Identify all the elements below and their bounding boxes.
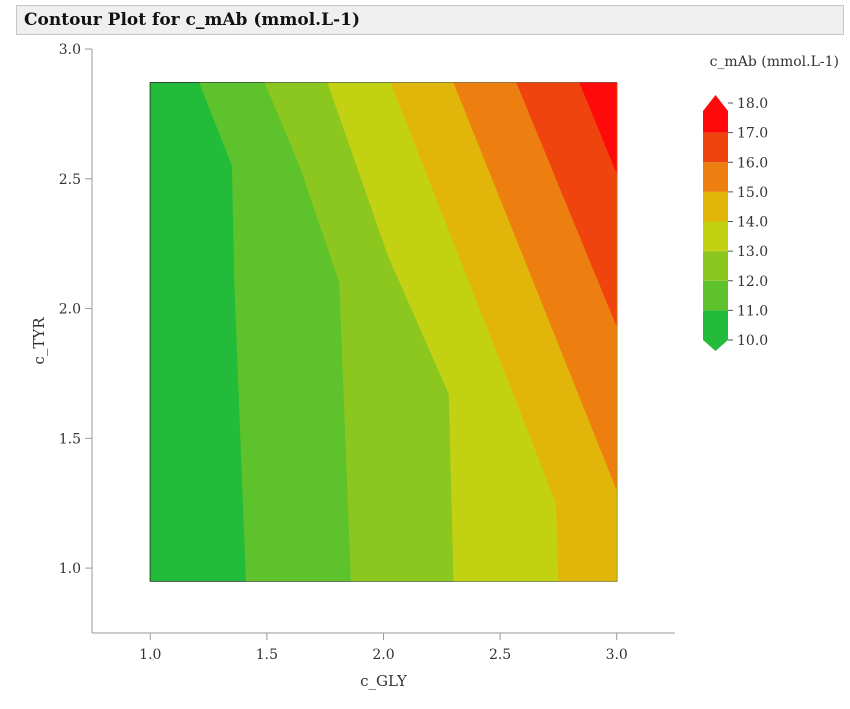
x-tick-label: 3.0 xyxy=(606,647,628,663)
y-axis-label: c_TYR xyxy=(30,317,48,365)
legend-swatch-16-17 xyxy=(703,132,728,163)
legend-level-label: 12.0 xyxy=(737,274,768,290)
legend-level-label: 13.0 xyxy=(737,244,768,260)
legend-swatch-14-15 xyxy=(703,191,728,222)
legend-level-label: 18.0 xyxy=(737,96,768,112)
legend-arrow-low xyxy=(703,340,728,351)
y-tick-label: 2.0 xyxy=(59,302,81,318)
y-tick-label: 1.0 xyxy=(59,561,81,577)
y-tick-label: 1.5 xyxy=(59,431,81,447)
x-tick-label: 2.0 xyxy=(372,647,394,663)
x-tick-label: 2.5 xyxy=(489,647,511,663)
chart-title: Contour Plot for c_mAb (mmol.L-1) xyxy=(24,10,360,30)
contour-regions xyxy=(150,82,617,582)
x-tick-label: 1.0 xyxy=(139,647,161,663)
legend: c_mAb (mmol.L-1) 10.0 11.0 12.0 13.0 14.0 15.0… xyxy=(703,54,839,351)
legend-swatch-11-12 xyxy=(703,280,728,311)
y-tick-label: 3.0 xyxy=(59,42,81,58)
contour-band-16-17 xyxy=(516,82,617,327)
contour-band-17-18 xyxy=(579,82,617,174)
chart-title-bar: Contour Plot for c_mAb (mmol.L-1) xyxy=(16,5,844,35)
legend-level-label: 14.0 xyxy=(737,215,768,231)
legend-level-label: 10.0 xyxy=(737,333,768,349)
legend-swatch-17-18 xyxy=(703,95,728,133)
x-tick-label: 1.5 xyxy=(256,647,278,663)
legend-level-label: 11.0 xyxy=(737,303,768,319)
legend-title: c_mAb (mmol.L-1) xyxy=(710,54,839,70)
legend-swatch-12-13 xyxy=(703,251,728,281)
legend-level-label: 15.0 xyxy=(737,185,768,201)
legend-swatch-10-11 xyxy=(703,310,728,340)
y-tick-label: 2.5 xyxy=(59,172,81,188)
legend-level-label: 16.0 xyxy=(737,155,768,171)
x-axis-label: c_GLY xyxy=(360,672,408,690)
legend-swatch-13-14 xyxy=(703,221,728,252)
axes: 1.0 1.5 2.0 2.5 3.0 1.0 1.5 2.0 2.5 3.0 c_GLY c_TYR xyxy=(30,42,675,690)
legend-swatch-15-16 xyxy=(703,162,728,192)
legend-level-label: 17.0 xyxy=(737,126,768,142)
